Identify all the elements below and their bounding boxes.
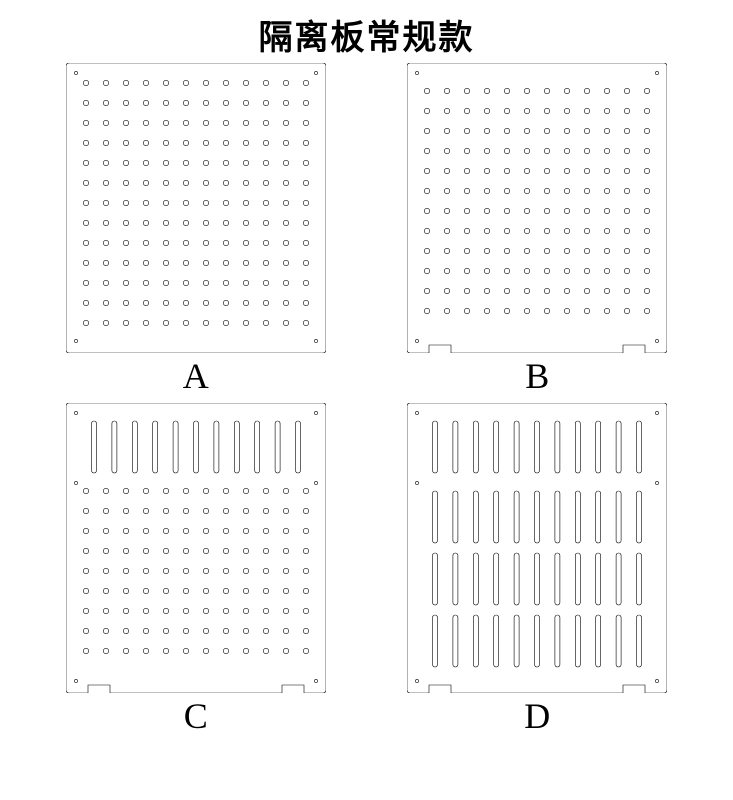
panel-label-b: B [525,355,549,397]
panel-label-d: D [524,695,550,737]
panel-cell-a: A [55,63,337,397]
panel-b-svg-holder [407,63,667,353]
panel-label-c: C [184,695,208,737]
panel-d-svg-holder [407,403,667,693]
panel-cell-c: C [55,403,337,737]
panel-cell-d: D [397,403,679,737]
panel-a-svg-holder [66,63,326,353]
panel-label-a: A [183,355,209,397]
panel-cell-b: B [397,63,679,397]
panel-grid: A B C D [0,63,733,757]
page-title: 隔离板常规款 [0,0,733,63]
panel-c-svg-holder [66,403,326,693]
